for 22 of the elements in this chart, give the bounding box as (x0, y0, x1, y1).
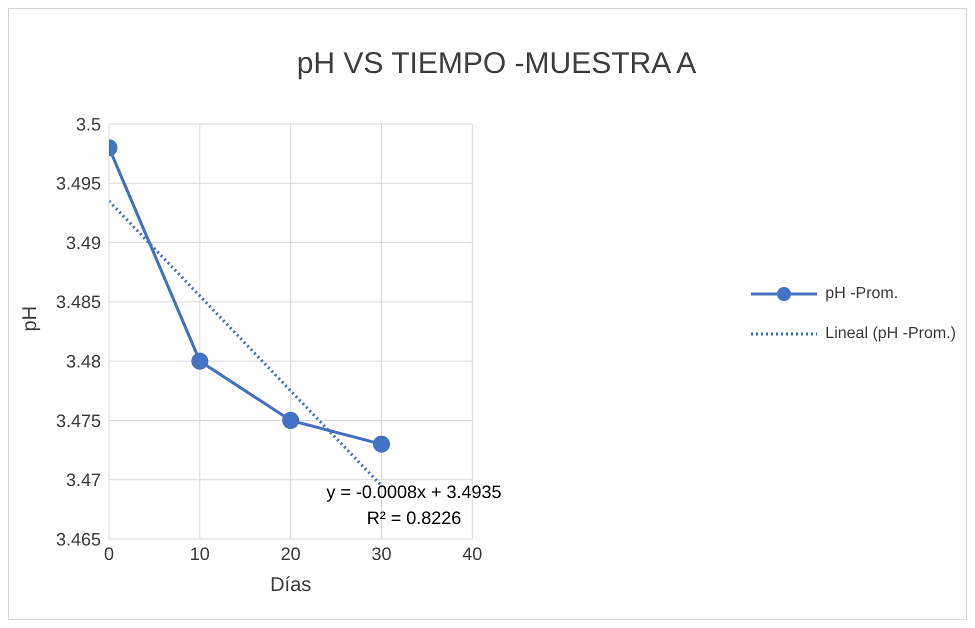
y-tick-label: 3.49 (66, 232, 101, 253)
x-tick-label: 0 (104, 544, 114, 564)
point (282, 412, 300, 429)
y-tick-label: 3.5 (76, 114, 101, 134)
annotation: R² = 0.8226 (366, 507, 462, 530)
x-tick-label: 20 (280, 544, 301, 564)
x-tick-label: 40 (462, 544, 482, 564)
x-tick-label: 10 (190, 544, 210, 564)
x-tick-label: 30 (371, 544, 392, 564)
annotation: y = -0.0008x + 3.4935 (325, 481, 503, 504)
x-axis-title: Días (270, 574, 312, 596)
y-axis-title: pH (19, 306, 42, 332)
y-tick-label: 3.475 (56, 410, 101, 431)
y-tick-label: 3.47 (66, 470, 101, 490)
point (372, 436, 390, 453)
y-tick-label: 3.48 (66, 352, 101, 372)
y-tick-label: 3.465 (56, 529, 101, 550)
y-tick-label: 3.495 (56, 174, 101, 194)
y-tick-label: 3.485 (56, 292, 101, 312)
legend-label: pH -Prom. (825, 285, 898, 303)
legend-label: Lineal (pH -Prom.) (825, 325, 956, 343)
chart-title: pH VS TIEMPO -MUESTRA A (296, 47, 698, 81)
